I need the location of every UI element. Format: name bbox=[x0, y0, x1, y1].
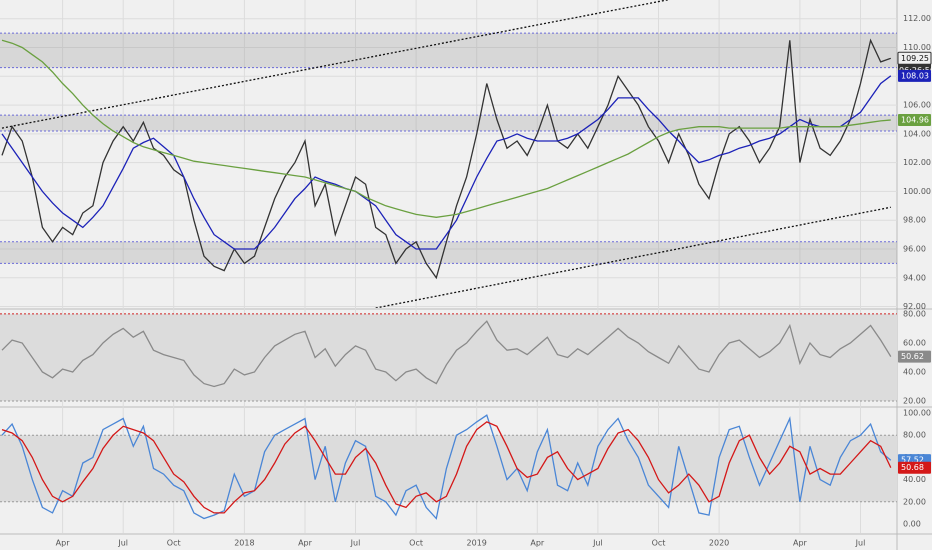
y-tick-label: 106.00 bbox=[903, 101, 931, 110]
y-tick-label: 40.00 bbox=[903, 475, 926, 484]
x-tick-label: Jul bbox=[350, 539, 361, 548]
value-tag-label: 50.62 bbox=[901, 352, 924, 361]
value-tag bbox=[898, 350, 931, 363]
pane bbox=[0, 414, 897, 520]
zone bbox=[0, 115, 897, 131]
band bbox=[0, 313, 897, 402]
value-tag bbox=[898, 461, 931, 474]
x-tick-label: 2020 bbox=[709, 539, 729, 548]
pane bbox=[0, 0, 897, 308]
value-tag bbox=[898, 69, 931, 82]
series-line bbox=[1, 75, 892, 250]
x-tick-label: Apr bbox=[793, 539, 808, 548]
y-tick-label: 110.00 bbox=[903, 43, 931, 52]
zone bbox=[0, 33, 897, 68]
y-tick-label: 96.00 bbox=[903, 244, 926, 253]
series-line bbox=[1, 39, 891, 218]
x-tick-label: Oct bbox=[167, 539, 181, 548]
y-tick-label: 60.00 bbox=[903, 338, 926, 347]
y-tick-label: 20.00 bbox=[903, 497, 926, 506]
y-tick-label: 104.00 bbox=[903, 129, 931, 138]
y-tick-label: 80.00 bbox=[903, 431, 926, 440]
y-tick-label: 102.00 bbox=[903, 158, 931, 167]
y-tick-label: 20.00 bbox=[903, 397, 926, 406]
x-tick-label: Jul bbox=[855, 539, 866, 548]
zone bbox=[0, 241, 897, 264]
y-tick-label: 92.00 bbox=[903, 302, 926, 311]
series-line bbox=[1, 421, 892, 514]
trendline bbox=[375, 206, 891, 308]
x-tick-label: Apr bbox=[298, 539, 313, 548]
y-tick-label: 98.00 bbox=[903, 216, 926, 225]
x-tick-label: Oct bbox=[409, 539, 423, 548]
x-tick-label: Apr bbox=[530, 539, 545, 548]
value-tag bbox=[898, 114, 931, 127]
x-tick-label: Apr bbox=[56, 539, 71, 548]
y-tick-label: 112.00 bbox=[903, 14, 931, 23]
x-tick-label: Jul bbox=[117, 539, 128, 548]
x-tick-label: 2019 bbox=[467, 539, 487, 548]
y-tick-label: 100.00 bbox=[903, 408, 931, 417]
series-line bbox=[1, 320, 892, 388]
y-tick-label: 100.00 bbox=[903, 187, 931, 196]
pane bbox=[0, 313, 897, 402]
y-tick-label: 94.00 bbox=[903, 273, 926, 282]
x-tick-label: Jul bbox=[592, 539, 603, 548]
y-tick-label: 40.00 bbox=[903, 368, 926, 377]
y-tick-label: 80.00 bbox=[903, 309, 926, 318]
series-line bbox=[1, 414, 892, 520]
y-tick-label: 0.00 bbox=[903, 520, 921, 529]
value-tag-label: 57.52 bbox=[901, 456, 924, 465]
value-tag-label: 109.25 bbox=[901, 54, 929, 63]
value-tag-label: 104.96 bbox=[901, 116, 929, 125]
x-tick-label: Oct bbox=[652, 539, 666, 548]
value-tag-label: 108.03 bbox=[901, 71, 929, 80]
value-tag-label: 50.68 bbox=[901, 463, 924, 472]
x-tick-label: 2018 bbox=[234, 539, 254, 548]
trendline bbox=[1, 0, 671, 129]
